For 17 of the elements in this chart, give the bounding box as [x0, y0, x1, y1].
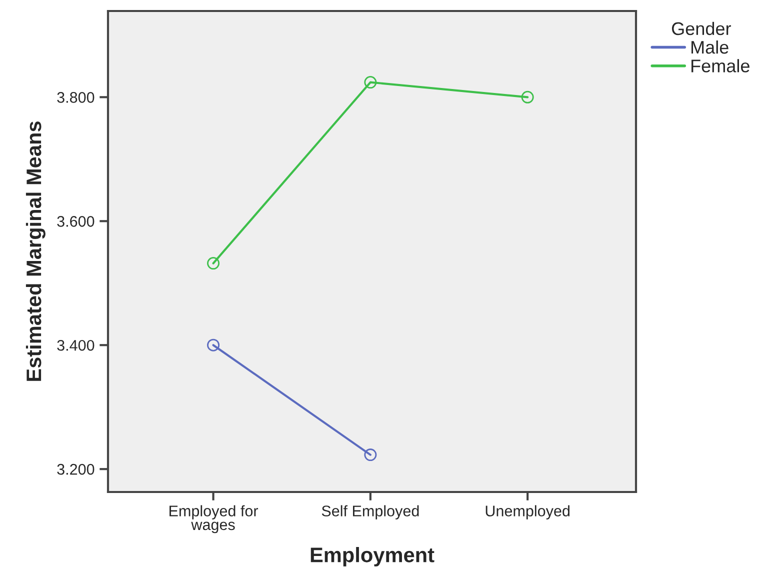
point	[207, 257, 220, 270]
x-tick-label: Employed for wages	[170, 505, 258, 534]
legend-title: Gender	[672, 22, 731, 36]
x-tick-label: Self Employed	[322, 505, 419, 520]
y-axis-title: Estimated Marginal Means	[26, 122, 46, 381]
x-tick-label: Unemployed	[486, 505, 570, 520]
point	[364, 448, 377, 462]
point	[207, 338, 220, 352]
x-axis-title: Employment	[310, 547, 434, 566]
legend-label: Female	[692, 59, 750, 72]
y-tick-label: 3.200	[57, 464, 94, 475]
point	[521, 90, 534, 104]
y-tick-label: 3.800	[57, 92, 94, 103]
point	[364, 76, 377, 89]
y-tick-label: 3.400	[57, 340, 94, 351]
legend-label: Male	[692, 40, 728, 54]
y-tick-label: 3.600	[57, 216, 94, 227]
